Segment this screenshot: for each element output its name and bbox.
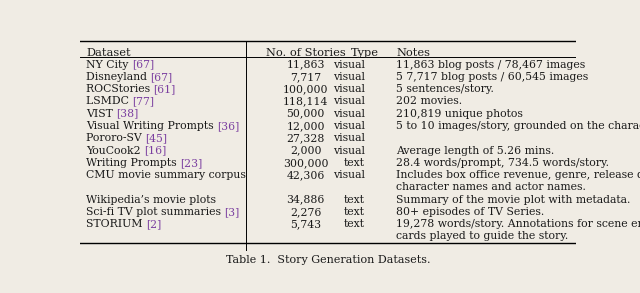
Text: visual: visual bbox=[333, 121, 365, 131]
Text: Summary of the movie plot with metadata.: Summary of the movie plot with metadata. bbox=[396, 195, 631, 205]
Text: 2,000: 2,000 bbox=[290, 146, 321, 156]
Text: Wikipedia’s movie plots: Wikipedia’s movie plots bbox=[86, 195, 216, 205]
Text: text: text bbox=[344, 207, 365, 217]
Text: visual: visual bbox=[333, 133, 365, 143]
Text: 2,276: 2,276 bbox=[290, 207, 321, 217]
Text: 34,886: 34,886 bbox=[287, 195, 325, 205]
Text: visual: visual bbox=[333, 109, 365, 119]
Text: 11,863 blog posts / 78,467 images: 11,863 blog posts / 78,467 images bbox=[396, 59, 586, 69]
Text: 80+ episodes of TV Series.: 80+ episodes of TV Series. bbox=[396, 207, 545, 217]
Text: VIST: VIST bbox=[86, 109, 116, 119]
Text: NY City: NY City bbox=[86, 59, 132, 69]
Text: [2]: [2] bbox=[146, 219, 161, 229]
Text: CMU movie summary corpus: CMU movie summary corpus bbox=[86, 170, 246, 180]
Text: Average length of 5.26 mins.: Average length of 5.26 mins. bbox=[396, 146, 555, 156]
Text: 5 to 10 images/story, grounded on the characters.: 5 to 10 images/story, grounded on the ch… bbox=[396, 121, 640, 131]
Text: 5 sentences/story.: 5 sentences/story. bbox=[396, 84, 494, 94]
Text: 202 movies.: 202 movies. bbox=[396, 96, 463, 106]
Text: 11,863: 11,863 bbox=[287, 59, 325, 69]
Text: Pororo-SV: Pororo-SV bbox=[86, 133, 145, 143]
Text: 100,000: 100,000 bbox=[283, 84, 328, 94]
Text: [36]: [36] bbox=[217, 121, 239, 131]
Text: visual: visual bbox=[333, 59, 365, 69]
Text: [3]: [3] bbox=[225, 207, 240, 217]
Text: 300,000: 300,000 bbox=[283, 158, 328, 168]
Text: [61]: [61] bbox=[154, 84, 176, 94]
Text: [45]: [45] bbox=[145, 133, 167, 143]
Text: text: text bbox=[344, 195, 365, 205]
Text: No. of Stories: No. of Stories bbox=[266, 47, 346, 57]
Text: [16]: [16] bbox=[144, 146, 166, 156]
Text: 118,114: 118,114 bbox=[283, 96, 328, 106]
Text: 27,328: 27,328 bbox=[287, 133, 325, 143]
Text: visual: visual bbox=[333, 72, 365, 82]
Text: visual: visual bbox=[333, 146, 365, 156]
Text: [38]: [38] bbox=[116, 109, 139, 119]
Text: 5 7,717 blog posts / 60,545 images: 5 7,717 blog posts / 60,545 images bbox=[396, 72, 589, 82]
Text: visual: visual bbox=[333, 84, 365, 94]
Text: Table 1.  Story Generation Datasets.: Table 1. Story Generation Datasets. bbox=[226, 255, 430, 265]
Text: text: text bbox=[344, 219, 365, 229]
Text: Writing Prompts: Writing Prompts bbox=[86, 158, 180, 168]
Text: [67]: [67] bbox=[132, 59, 154, 69]
Text: [23]: [23] bbox=[180, 158, 202, 168]
Text: 42,306: 42,306 bbox=[287, 170, 325, 180]
Text: 12,000: 12,000 bbox=[287, 121, 325, 131]
Text: 5,743: 5,743 bbox=[290, 219, 321, 229]
Text: 210,819 unique photos: 210,819 unique photos bbox=[396, 109, 524, 119]
Text: Dataset: Dataset bbox=[86, 47, 131, 57]
Text: LSMDC: LSMDC bbox=[86, 96, 132, 106]
Text: ROCStories: ROCStories bbox=[86, 84, 154, 94]
Text: Visual Writing Prompts: Visual Writing Prompts bbox=[86, 121, 217, 131]
Text: 7,717: 7,717 bbox=[290, 72, 321, 82]
Text: Disneyland: Disneyland bbox=[86, 72, 150, 82]
Text: visual: visual bbox=[333, 96, 365, 106]
Text: text: text bbox=[344, 158, 365, 168]
Text: STORIUM: STORIUM bbox=[86, 219, 146, 229]
Text: visual: visual bbox=[333, 170, 365, 180]
Text: Type: Type bbox=[351, 47, 379, 57]
Text: 28.4 words/prompt, 734.5 words/story.: 28.4 words/prompt, 734.5 words/story. bbox=[396, 158, 609, 168]
Text: YouCook2: YouCook2 bbox=[86, 146, 144, 156]
Text: Includes box office revenue, genre, release date, runtime,
character names and a: Includes box office revenue, genre, rele… bbox=[396, 170, 640, 192]
Text: 50,000: 50,000 bbox=[287, 109, 325, 119]
Text: Sci-fi TV plot summaries: Sci-fi TV plot summaries bbox=[86, 207, 225, 217]
Text: [67]: [67] bbox=[150, 72, 173, 82]
Text: [77]: [77] bbox=[132, 96, 154, 106]
Text: Notes: Notes bbox=[396, 47, 431, 57]
Text: 19,278 words/story. Annotations for scene entries and
cards played to guide the : 19,278 words/story. Annotations for scen… bbox=[396, 219, 640, 241]
